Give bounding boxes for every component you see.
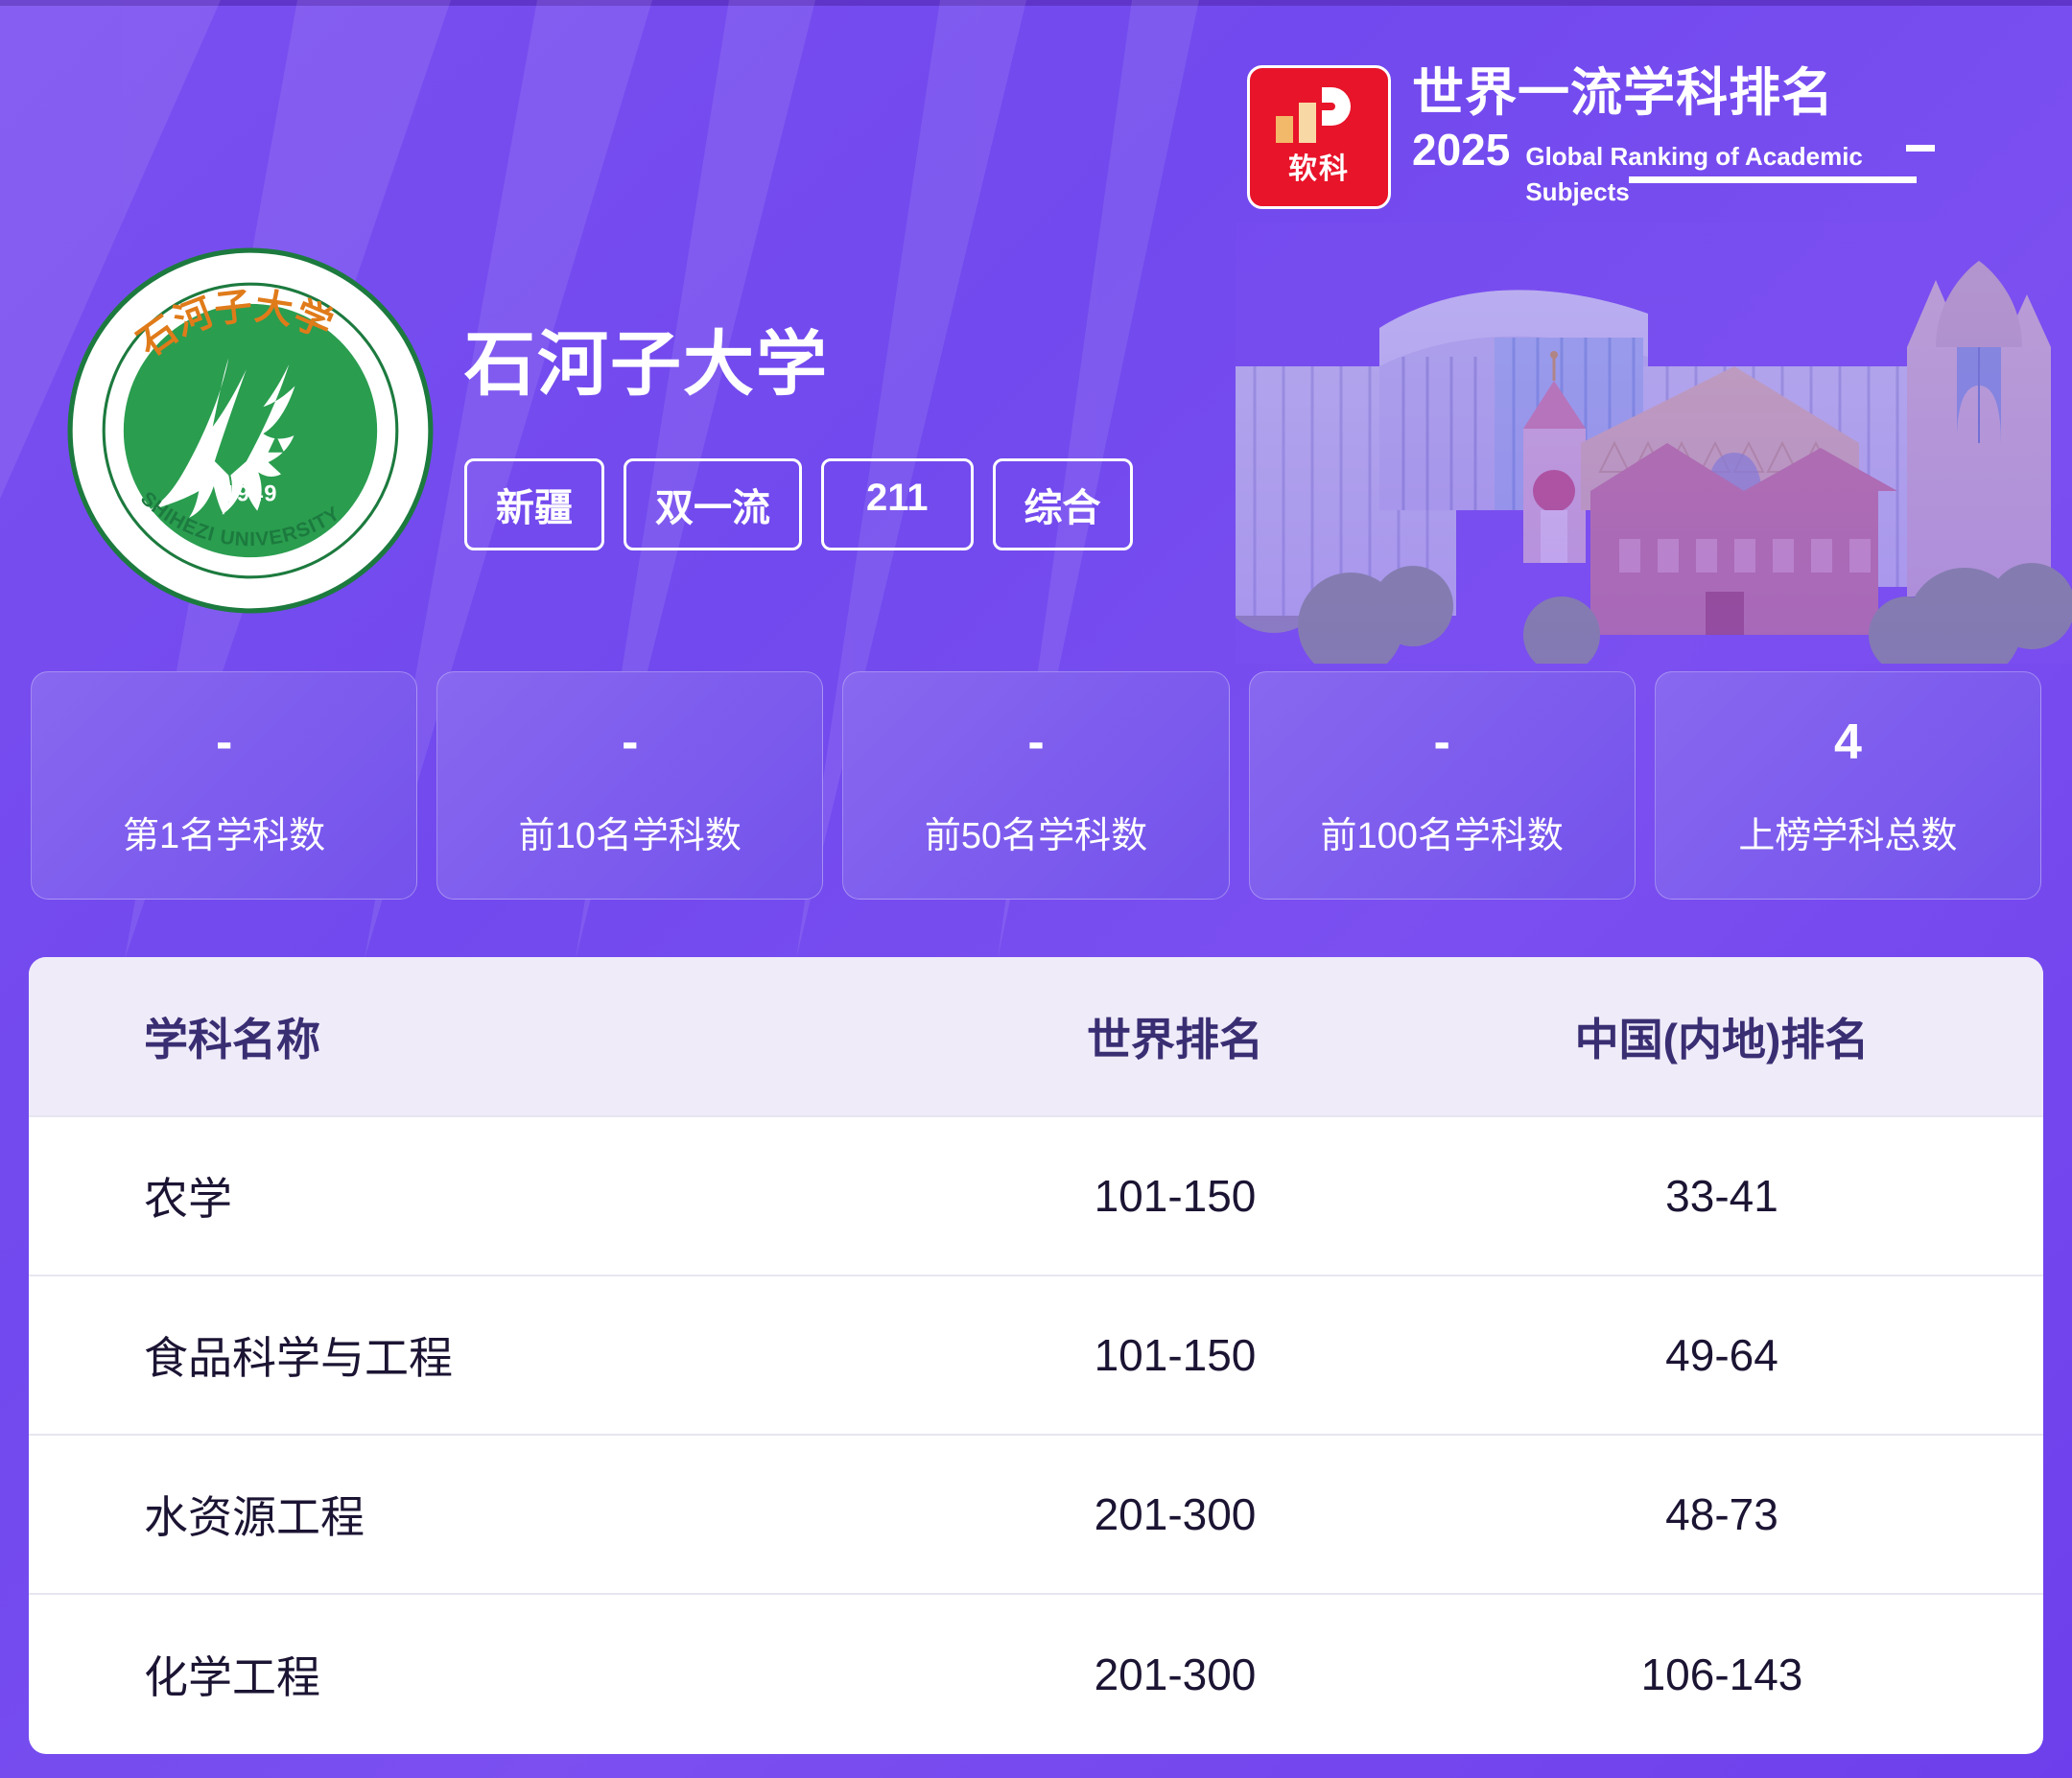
- svg-text:1949: 1949: [224, 481, 278, 506]
